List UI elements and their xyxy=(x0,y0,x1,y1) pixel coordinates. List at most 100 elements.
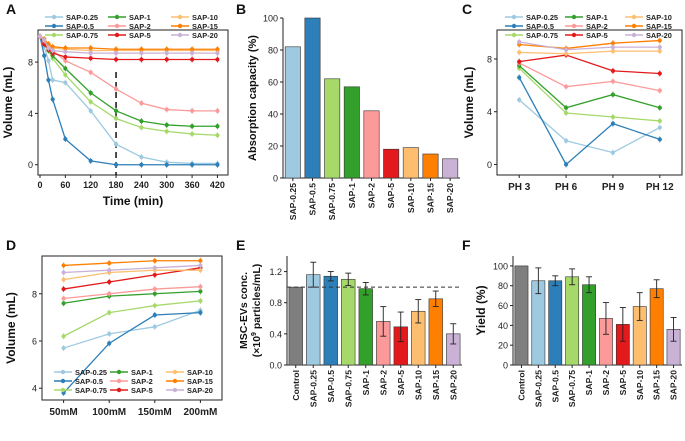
units-suffix: particles/mL) xyxy=(251,264,263,332)
data-point-SAP-20 xyxy=(610,45,616,50)
x-tick-label: SAP-1 xyxy=(361,370,371,396)
data-point-SAP-1 xyxy=(198,289,203,294)
data-point-SAP-20 xyxy=(657,45,662,50)
x-tick-label: SAP-2 xyxy=(367,183,377,209)
bar-SAP-5 xyxy=(383,148,400,179)
legend-label-SAP-0.5: SAP-0.5 xyxy=(526,22,554,31)
legend-label-SAP-10: SAP-10 xyxy=(646,13,672,22)
series-line-SAP-2 xyxy=(518,62,660,92)
x-tick-label: SAP-10 xyxy=(406,183,416,213)
panel-D: 4 6 8 Volume (mL) 50mM 100mM 150mM 200mM SAP-0.2… xyxy=(4,255,223,418)
legend-label-SAP-2: SAP-2 xyxy=(129,22,151,31)
x-tick-label: SAP-2 xyxy=(378,370,388,396)
data-point-SAP-0.5 xyxy=(113,162,119,167)
bar-SAP-10 xyxy=(402,147,419,179)
data-point-SAP-0.75 xyxy=(563,110,569,116)
y-axis-label: Volume (mL) xyxy=(4,292,18,364)
bar-SAP-15 xyxy=(422,153,439,179)
x-tick-label: 200mM xyxy=(183,407,217,418)
data-point-SAP-0.75 xyxy=(657,118,662,124)
bar-SAP-0.75 xyxy=(341,279,356,366)
data-point-SAP-0.25 xyxy=(63,80,68,85)
y-tick-label: 0 xyxy=(273,174,278,184)
y-axis-label-units: (×109 particles/mL) xyxy=(251,264,263,358)
data-point-SAP-15 xyxy=(152,258,157,263)
legend-marker-SAP-15 xyxy=(631,23,637,29)
panel-label-B: B xyxy=(236,1,246,17)
x-tick-label: PH 9 xyxy=(602,182,625,193)
data-point-SAP-20 xyxy=(152,265,157,270)
legend-label-SAP-1: SAP-1 xyxy=(131,368,153,377)
legend-label-SAP-20: SAP-20 xyxy=(192,31,218,40)
legend-label-SAP-0.75: SAP-0.75 xyxy=(526,31,558,40)
legend-label-SAP-0.25: SAP-0.25 xyxy=(66,13,98,22)
data-point-SAP-1 xyxy=(139,119,144,124)
series-line-SAP-1 xyxy=(518,65,660,109)
data-point-SAP-0.75 xyxy=(215,133,220,138)
series-line-SAP-0.25 xyxy=(63,309,201,349)
bar-Control xyxy=(514,265,529,366)
data-point-SAP-20 xyxy=(563,47,569,52)
data-point-SAP-0.5 xyxy=(215,162,220,167)
data-point-SAP-5 xyxy=(657,71,662,76)
x-tick-label: 0 xyxy=(37,180,42,190)
data-point-SAP-1 xyxy=(563,105,569,110)
data-point-SAP-0.5 xyxy=(517,75,522,80)
bar-SAP-0.5 xyxy=(548,280,563,366)
data-point-SAP-0.5 xyxy=(198,310,203,315)
legend-marker-SAP-0.25 xyxy=(51,14,57,20)
data-point-SAP-1 xyxy=(610,92,616,97)
data-point-SAP-0.25 xyxy=(563,138,569,143)
y-tick-label: 6 xyxy=(32,336,37,346)
y-tick-label: 1.2 xyxy=(269,267,282,277)
x-tick-label: PH 12 xyxy=(646,182,674,193)
data-point-SAP-0.5 xyxy=(139,162,144,167)
data-point-SAP-20 xyxy=(517,39,522,44)
legend-marker-SAP-2 xyxy=(114,23,120,29)
data-point-SAP-20 xyxy=(198,263,203,268)
data-point-SAP-2 xyxy=(107,291,112,296)
data-point-SAP-2 xyxy=(610,79,616,84)
legend-marker-SAP-20 xyxy=(177,32,183,38)
x-tick-label: SAP-0.5 xyxy=(308,183,318,216)
data-point-SAP-20 xyxy=(139,50,144,56)
y-tick-label: 60 xyxy=(498,301,508,311)
bar-SAP-0.75 xyxy=(565,276,580,366)
bar-SAP-1 xyxy=(582,284,596,366)
bar-SAP-0.25 xyxy=(306,274,321,366)
data-point-SAP-0.75 xyxy=(113,116,119,121)
legend-marker-SAP-1 xyxy=(571,14,577,20)
bar-SAP-0.5 xyxy=(323,275,338,366)
legend-marker-SAP-0.25 xyxy=(60,369,66,375)
data-point-SAP-0.5 xyxy=(164,162,169,167)
legend-marker-SAP-20 xyxy=(631,32,637,38)
data-point-SAP-0.5 xyxy=(610,121,616,126)
x-tick-label: 360 xyxy=(185,180,200,190)
data-point-SAP-5 xyxy=(113,57,119,62)
legend-label-SAP-2: SAP-2 xyxy=(131,377,153,386)
data-point-SAP-10 xyxy=(610,48,616,54)
data-point-SAP-2 xyxy=(164,107,169,112)
x-tick-label: SAP-0.5 xyxy=(550,370,560,403)
panel-label-E: E xyxy=(236,237,245,253)
x-tick-label: SAP-15 xyxy=(431,370,441,400)
x-tick-label: SAP-20 xyxy=(669,370,679,400)
x-tick-label: SAP-20 xyxy=(445,183,455,213)
data-point-SAP-0.75 xyxy=(198,298,203,303)
series-line-SAP-0.5 xyxy=(518,77,661,166)
data-point-SAP-10 xyxy=(198,268,203,273)
series-line-SAP-15 xyxy=(63,260,201,267)
legend-label-SAP-15: SAP-15 xyxy=(192,22,218,31)
data-point-SAP-15 xyxy=(657,38,662,43)
series-line-SAP-2 xyxy=(63,286,201,300)
data-point-SAP-1 xyxy=(61,301,66,306)
data-point-SAP-0.25 xyxy=(50,77,55,83)
x-tick-label: SAP-5 xyxy=(396,370,406,396)
data-point-SAP-0.25 xyxy=(152,324,157,329)
bar-SAP-20 xyxy=(442,158,459,179)
units-exponent: 9 xyxy=(251,332,258,336)
data-point-SAP-15 xyxy=(113,47,119,52)
data-point-SAP-0.25 xyxy=(517,97,522,102)
units-prefix: (×10 xyxy=(251,336,263,357)
